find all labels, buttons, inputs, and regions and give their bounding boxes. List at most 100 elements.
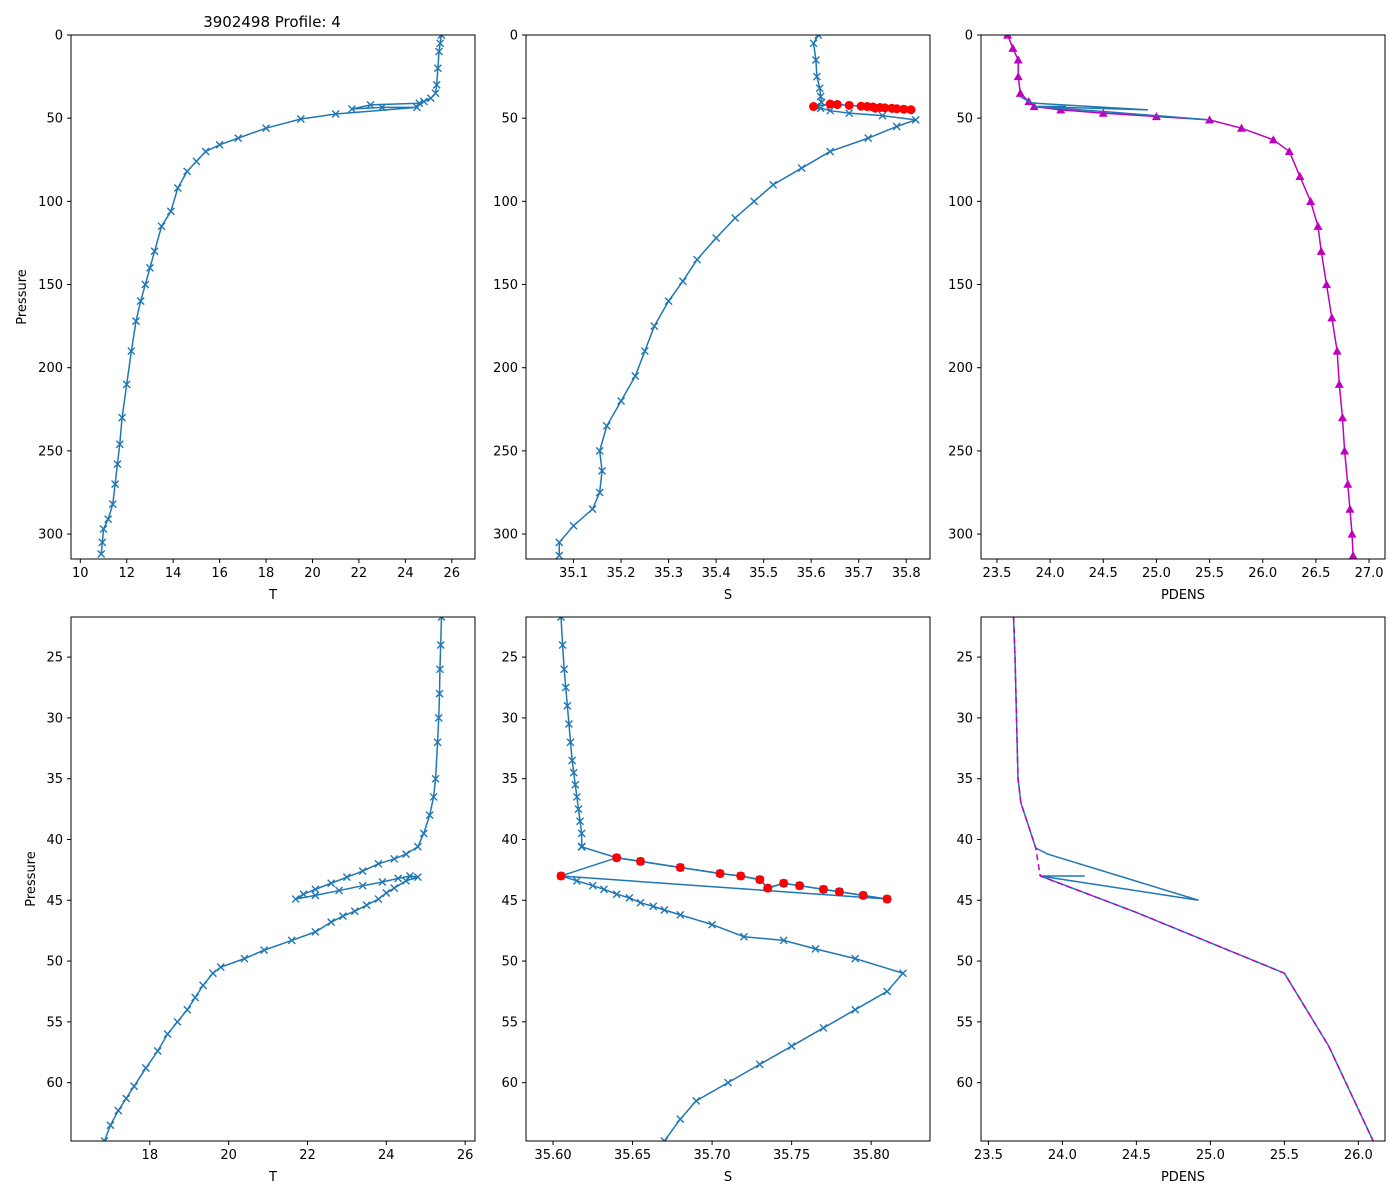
- y-tick-label: 300: [38, 528, 63, 543]
- chart-bottom-density: 23.5 24.0 24.5 25.0 25.5 26.0 25 30 35 40 45 50 55 60…: [956, 616, 1386, 1185]
- data-point: [797, 164, 806, 173]
- y-tick-label: 50: [956, 112, 973, 127]
- data-point: [812, 72, 821, 81]
- data-point: [1013, 55, 1023, 64]
- chart-top-temperature: 10 12 14 16 18 20 22 24 26 0 50 100 150 200 250 300 T Pre…: [15, 29, 476, 603]
- data-point: [708, 920, 717, 929]
- y-tick-label: 55: [46, 1015, 63, 1030]
- data-point: [108, 500, 117, 509]
- data-point: [106, 1121, 115, 1130]
- y-axis-label: Pressure: [15, 269, 30, 325]
- data-point: [660, 906, 669, 914]
- data-point: [649, 902, 658, 911]
- data-point: [419, 97, 428, 106]
- x-tick-label: 10: [72, 566, 89, 581]
- data-point: [564, 719, 573, 728]
- x-tick-label: 24.0: [1048, 1148, 1077, 1163]
- x-tick-label: 20: [220, 1148, 237, 1163]
- series-line: [1019, 95, 1210, 121]
- data-point: [111, 480, 120, 489]
- data-point: [390, 854, 399, 863]
- data-point: [595, 488, 604, 497]
- data-point: [163, 1030, 172, 1039]
- data-point: [362, 901, 371, 910]
- data-point: [394, 874, 403, 883]
- y-tick-label: 50: [501, 112, 518, 127]
- y-tick-label: 200: [38, 361, 63, 376]
- x-tick-label: 35.4: [702, 566, 731, 581]
- x-tick-label: 23.5: [974, 1148, 1003, 1163]
- data-point: [911, 115, 920, 124]
- x-tick-label: 14: [165, 566, 182, 581]
- data-point: [1003, 35, 1013, 39]
- data-point: [382, 888, 391, 897]
- series-line: [1006, 35, 1354, 556]
- data-point: [574, 805, 583, 814]
- data-point: [811, 944, 820, 953]
- data-point: [576, 817, 585, 826]
- data-point: [153, 1047, 162, 1056]
- data-point: [1332, 346, 1342, 355]
- data-point: [892, 122, 901, 131]
- flag-point: [736, 871, 746, 881]
- x-tick-label: 35.3: [654, 566, 683, 581]
- flag-point: [612, 853, 622, 863]
- y-tick-label: 100: [493, 195, 518, 210]
- data-point: [433, 738, 442, 747]
- y-tick-label: 300: [493, 528, 518, 543]
- data-point: [432, 80, 441, 89]
- axes-frame: [70, 616, 476, 1142]
- figure-title: 3902498 Profile: 4: [203, 13, 341, 31]
- x-tick-label: 26: [444, 566, 461, 581]
- data-point: [640, 347, 649, 356]
- plot-area: [97, 35, 446, 559]
- x-tick-label: 24.5: [1122, 1148, 1151, 1163]
- flag-point: [832, 100, 842, 110]
- flag-point: [715, 869, 725, 879]
- y-tick-label: 25: [46, 651, 63, 666]
- x-axis-label: T: [268, 588, 277, 603]
- x-axis-label: PDENS: [1161, 1170, 1205, 1185]
- data-point: [598, 466, 607, 475]
- data-point: [122, 380, 131, 389]
- data-point: [693, 255, 702, 264]
- data-point: [350, 907, 359, 916]
- data-point: [183, 1005, 192, 1014]
- y-tick-label: 0: [965, 29, 973, 44]
- x-tick-label: 24: [378, 1148, 395, 1163]
- y-tick-label: 50: [46, 112, 63, 127]
- data-point: [436, 640, 445, 649]
- data-point: [183, 167, 192, 176]
- data-point: [819, 1023, 828, 1032]
- x-tick-label: 22: [299, 1148, 316, 1163]
- y-axis-label: Pressure: [24, 851, 39, 907]
- series-line: [1012, 617, 1374, 1141]
- x-tick-label: 22: [351, 566, 368, 581]
- data-point: [157, 222, 166, 231]
- flag-point: [880, 103, 890, 113]
- data-point: [602, 421, 611, 430]
- data-point: [569, 768, 578, 777]
- data-point: [1322, 280, 1332, 289]
- data-point: [712, 233, 721, 242]
- data-point: [739, 932, 748, 941]
- data-point: [811, 55, 820, 64]
- x-tick-label: 26.0: [1248, 566, 1277, 581]
- data-point: [769, 180, 778, 189]
- x-tick-label: 12: [118, 566, 135, 581]
- y-tick-label: 60: [956, 1076, 973, 1091]
- data-point: [1056, 105, 1066, 114]
- x-tick-label: 24.0: [1036, 566, 1065, 581]
- axes-frame: [980, 34, 1386, 560]
- flag-point: [899, 104, 909, 114]
- x-tick-label: 25.5: [1270, 1148, 1299, 1163]
- data-point: [568, 756, 577, 765]
- data-point: [335, 886, 344, 895]
- data-point: [1098, 108, 1108, 117]
- x-tick-label: 18: [142, 1148, 159, 1163]
- data-point: [358, 867, 367, 876]
- data-point: [390, 884, 399, 893]
- data-point: [215, 140, 224, 149]
- data-point: [338, 912, 347, 921]
